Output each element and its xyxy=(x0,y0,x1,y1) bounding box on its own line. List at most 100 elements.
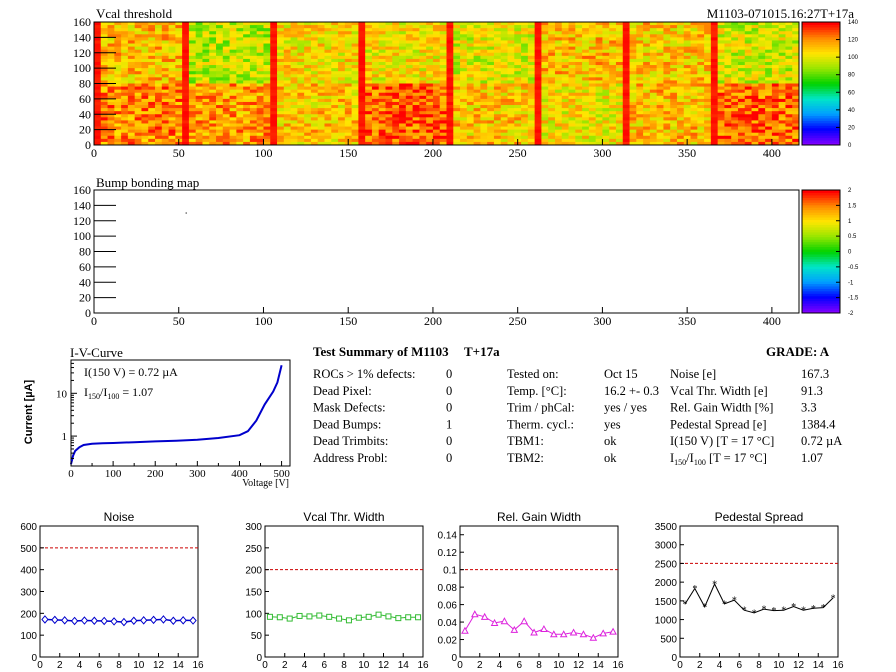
heatmap-cell xyxy=(344,71,352,75)
heatmap-cell xyxy=(460,86,468,91)
y-tick-label: 160 xyxy=(73,183,91,197)
heatmap-cell xyxy=(344,111,352,115)
heatmap-cell xyxy=(615,141,624,146)
heatmap-cell xyxy=(609,25,617,29)
heatmap-cell xyxy=(622,37,630,41)
data-point xyxy=(480,612,489,620)
heatmap-cell xyxy=(263,117,271,121)
heatmap-cell xyxy=(141,65,149,69)
heatmap-cell xyxy=(358,105,366,109)
heatmap-cell xyxy=(290,123,298,127)
heatmap-cell xyxy=(399,55,407,60)
heatmap-cell xyxy=(643,105,651,109)
heatmap-cell xyxy=(744,40,752,44)
heatmap-cell xyxy=(480,89,488,94)
heatmap-cell xyxy=(717,22,725,26)
heatmap-cell xyxy=(521,105,529,109)
heatmap-cell xyxy=(263,83,271,87)
heatmap-cell xyxy=(710,92,719,97)
heatmap-cell xyxy=(514,55,522,60)
heatmap-cell xyxy=(188,129,197,134)
heatmap-cell xyxy=(663,74,671,78)
heatmap-cell xyxy=(765,129,773,134)
colorbar-segment xyxy=(802,214,840,218)
heatmap-cell xyxy=(385,111,393,115)
heatmap-cell xyxy=(575,49,583,54)
heatmap-cell xyxy=(121,43,129,48)
heatmap-cell xyxy=(155,61,163,66)
colorbar-segment xyxy=(802,190,840,193)
heatmap-cell xyxy=(473,114,481,118)
heatmap-cell xyxy=(155,135,163,140)
heatmap-cell xyxy=(548,108,556,112)
heatmap-cell xyxy=(521,37,529,41)
heatmap-cell xyxy=(107,108,115,112)
heatmap-cell xyxy=(744,77,752,81)
heatmap-cell xyxy=(419,46,427,51)
heatmap-cell xyxy=(195,123,203,127)
heatmap-cell xyxy=(521,114,529,118)
heatmap-cell xyxy=(731,80,739,84)
heatmap-cell xyxy=(595,114,603,118)
heatmap-cell xyxy=(310,34,319,38)
data-point xyxy=(470,610,479,618)
heatmap-cell xyxy=(141,71,149,75)
heatmap-cell xyxy=(541,138,549,143)
heatmap-cell xyxy=(195,105,203,109)
heatmap-cell xyxy=(351,123,359,127)
heatmap-cell xyxy=(744,135,752,140)
heatmap-cell xyxy=(487,98,495,103)
heatmap-cell xyxy=(236,101,244,106)
heatmap-cell xyxy=(683,80,691,84)
heatmap-cell xyxy=(473,74,481,78)
heatmap-cell xyxy=(371,92,380,97)
heatmap-cell xyxy=(331,28,339,32)
heatmap-cell xyxy=(195,141,203,146)
heatmap-cell xyxy=(521,101,529,106)
heatmap-cell xyxy=(622,111,630,115)
heatmap-cell xyxy=(148,43,156,48)
heatmap-cell xyxy=(155,74,163,78)
colorbar-segment xyxy=(802,117,840,121)
heatmap-cell xyxy=(473,117,481,121)
heatmap-cell xyxy=(514,80,522,84)
data-point xyxy=(189,616,197,625)
heatmap-cell xyxy=(209,25,217,29)
heatmap-cell xyxy=(765,28,773,32)
heatmap-cell xyxy=(209,40,217,44)
heatmap-cell xyxy=(765,98,773,103)
heatmap-cell xyxy=(554,55,563,60)
heatmap-cell xyxy=(446,89,454,94)
colorbar-segment xyxy=(802,85,840,89)
heatmap-cell xyxy=(188,22,197,26)
heatmap-cell xyxy=(751,89,759,94)
heatmap-cell xyxy=(331,37,339,41)
iv-x-tick-label: 0 xyxy=(68,468,74,480)
heatmap-cell xyxy=(568,37,576,41)
heatmap-cell xyxy=(744,98,752,103)
heatmap-cell xyxy=(426,83,434,87)
heatmap-cell xyxy=(148,89,156,94)
heatmap-cell xyxy=(168,114,176,118)
colorbar-segment xyxy=(802,241,840,245)
heatmap-cell xyxy=(338,55,346,60)
heatmap-cell xyxy=(575,55,583,60)
heatmap-cell xyxy=(649,61,658,66)
heatmap-cell xyxy=(283,120,291,124)
heatmap-cell xyxy=(297,80,305,84)
colorbar-segment xyxy=(802,202,840,206)
heatmap-cell xyxy=(744,86,752,91)
heatmap-cell xyxy=(304,123,312,127)
colorbar-segment xyxy=(802,58,840,62)
heatmap-cell xyxy=(243,40,251,44)
heatmap-cell xyxy=(399,101,407,106)
heatmap-cell xyxy=(419,126,427,131)
heatmap-cell xyxy=(432,65,441,69)
heatmap-cell xyxy=(758,83,766,87)
heatmap-cell xyxy=(365,132,373,137)
heatmap-cell xyxy=(609,40,617,44)
heatmap-cell xyxy=(385,37,393,41)
heatmap-cell xyxy=(195,92,203,97)
heatmap-cell xyxy=(277,117,285,121)
heatmap-cell xyxy=(737,34,746,38)
